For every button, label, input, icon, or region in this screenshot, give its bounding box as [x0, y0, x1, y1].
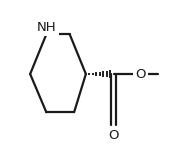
- Text: O: O: [135, 67, 146, 81]
- Text: O: O: [108, 129, 119, 142]
- Text: NH: NH: [36, 21, 56, 34]
